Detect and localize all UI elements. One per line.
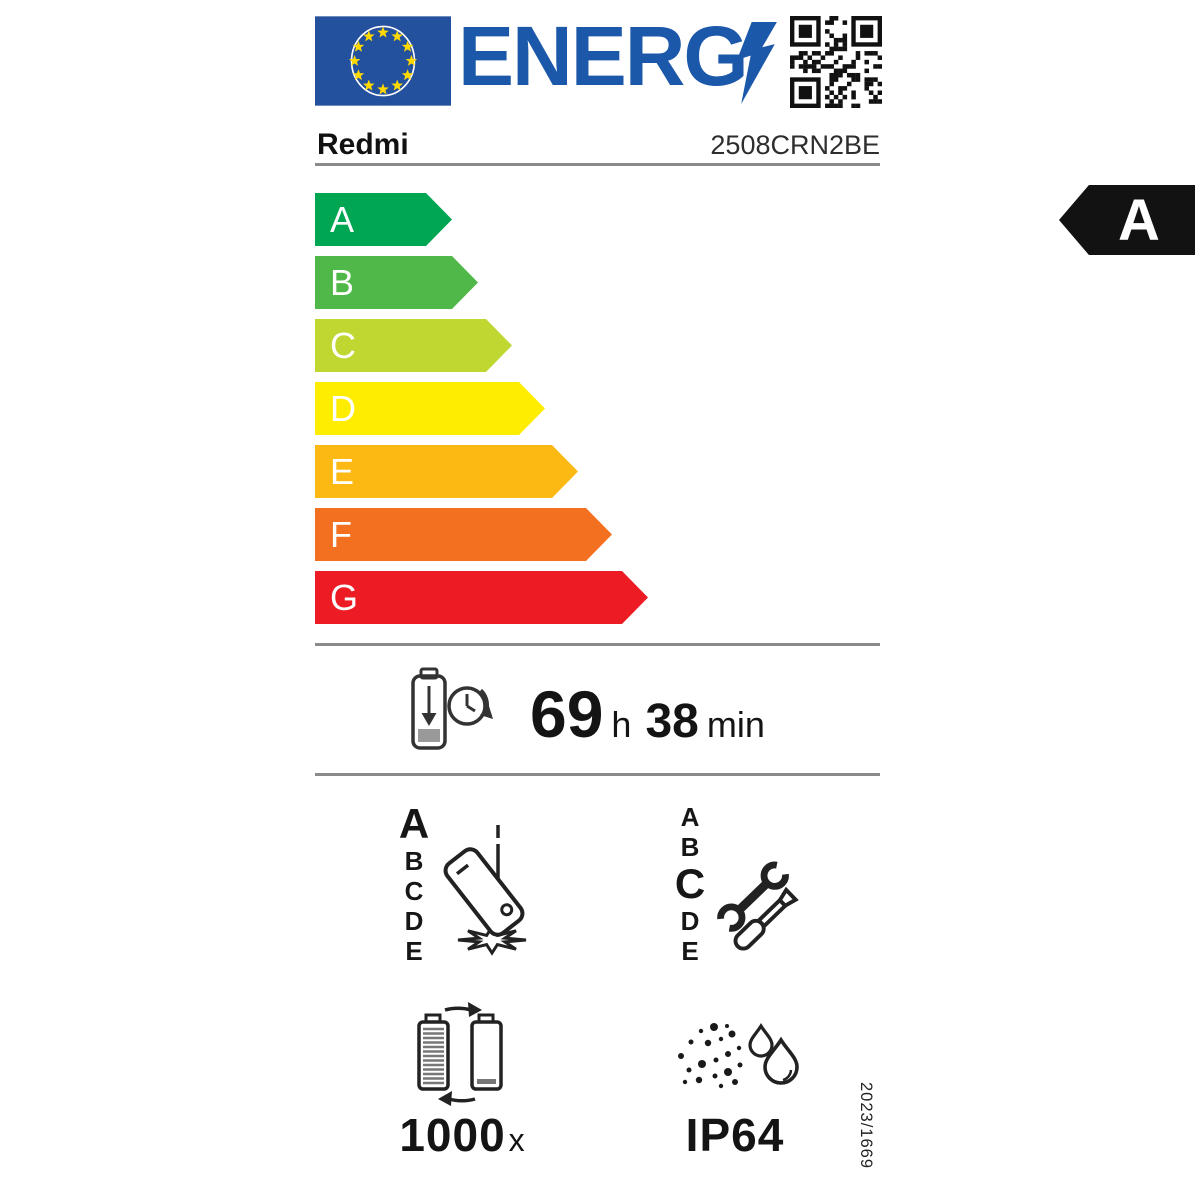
dust-water-icon bbox=[678, 1022, 799, 1089]
separator bbox=[315, 773, 880, 776]
class-letter-a: A bbox=[680, 802, 700, 832]
energy-class-letter: D bbox=[330, 387, 356, 429]
ip-rating: IP64 bbox=[685, 1109, 785, 1161]
cycles-unit: x bbox=[508, 1122, 525, 1158]
rated-class-letter: A bbox=[1118, 187, 1160, 253]
endurance-minutes: 38 bbox=[645, 695, 699, 748]
energy-class-arrow-g: G bbox=[315, 571, 648, 624]
energy-class-letter: G bbox=[330, 576, 359, 618]
battery-cycles-icon bbox=[417, 1002, 503, 1106]
energy-class-letter: B bbox=[330, 261, 355, 303]
regulation-number: 2023/1669 bbox=[857, 1082, 875, 1169]
energy-class-letter: A bbox=[330, 198, 355, 240]
endurance-minutes-unit: min bbox=[706, 704, 765, 745]
eu-flag-icon bbox=[315, 16, 451, 106]
model-number: 2508CRN2BE bbox=[710, 130, 880, 160]
class-letter-c: C bbox=[404, 876, 424, 906]
class-letter-e: E bbox=[681, 936, 699, 966]
brand-name: Redmi bbox=[317, 128, 409, 161]
tools-icon bbox=[717, 861, 799, 951]
battery-cycles-value: 1000 x bbox=[396, 1108, 528, 1162]
ingress-protection-value: IP64 bbox=[660, 1108, 810, 1162]
energy-class-letter: E bbox=[330, 450, 355, 492]
qr-code-icon bbox=[790, 16, 882, 108]
class-letter-c: C bbox=[674, 860, 706, 907]
energy-class-arrow-d: D bbox=[315, 382, 545, 435]
energy-class-letter: C bbox=[330, 324, 356, 366]
battery-endurance-value: 69 h 38 min bbox=[530, 676, 765, 752]
energy-class-arrow-b: B bbox=[315, 256, 478, 309]
energy-class-arrow-a: A bbox=[315, 193, 452, 246]
class-letter-d: D bbox=[680, 906, 700, 936]
endurance-hours-unit: h bbox=[611, 704, 632, 745]
energ-logo-text: ENERG bbox=[458, 9, 749, 103]
lightning-bolt-icon bbox=[736, 22, 777, 104]
energy-class-letter: F bbox=[330, 513, 352, 555]
class-letter-b: B bbox=[404, 846, 424, 876]
rated-class-indicator: A bbox=[1059, 185, 1195, 255]
energy-class-arrow-e: E bbox=[315, 445, 578, 498]
separator bbox=[315, 163, 880, 166]
phone-drop-icon bbox=[443, 825, 527, 956]
endurance-hours: 69 bbox=[530, 677, 604, 751]
battery-clock-icon bbox=[411, 667, 493, 750]
separator bbox=[315, 643, 880, 646]
class-letter-d: D bbox=[404, 906, 424, 936]
class-letter-a: A bbox=[398, 800, 430, 847]
energy-class-arrow-f: F bbox=[315, 508, 612, 561]
class-letter-e: E bbox=[405, 936, 423, 966]
class-letter-b: B bbox=[680, 832, 700, 862]
cycles-number: 1000 bbox=[399, 1109, 506, 1161]
energy-class-arrow-c: C bbox=[315, 319, 512, 372]
